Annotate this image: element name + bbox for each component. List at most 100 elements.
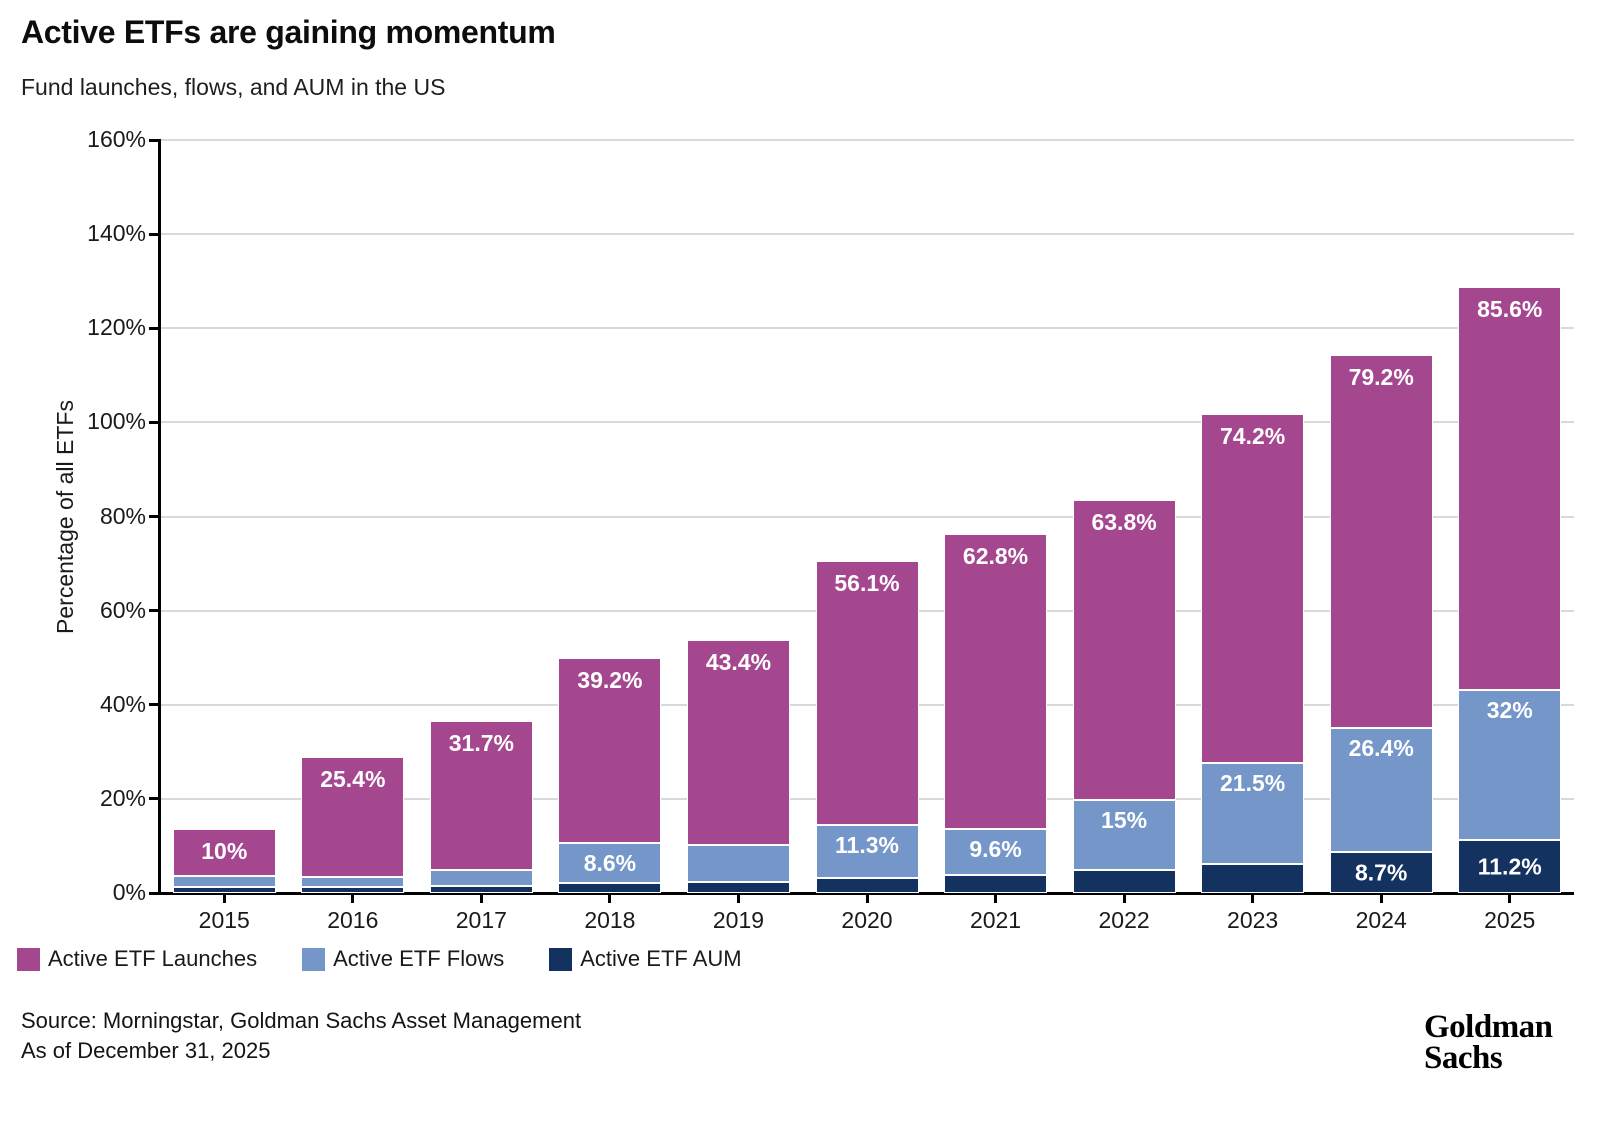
y-axis-tick [149,326,160,330]
source-note: Source: Morningstar, Goldman Sachs Asset… [21,1006,581,1066]
logo-line-2: Sachs [1424,1040,1503,1076]
x-axis-tick [865,894,869,903]
x-tick-label-2024: 2024 [1355,907,1407,933]
y-tick-label: 60% [99,596,146,623]
data-label-flows-2020: 11.3% [835,831,899,858]
y-axis-tick [149,891,160,895]
x-tick-label-2017: 2017 [455,907,507,933]
bar-segment-flows-2015 [172,875,276,888]
data-label-launches-2021: 62.8% [962,542,1029,569]
bar-segment-aum-2015 [172,887,276,893]
data-label-flows-2025: 32% [1486,696,1533,723]
y-axis-tick [149,797,160,801]
bar-segment-flows-2020: 11.3% [815,824,919,878]
data-label-launches-2017: 31.7% [448,730,514,757]
gridline-80% [160,515,1574,518]
bar-segment-aum-2017 [429,885,533,893]
bar-segment-flows-2016 [301,876,405,888]
data-label-aum-2025: 11.2% [1477,853,1542,880]
y-tick-label: 120% [87,314,146,341]
x-axis-tick [608,894,612,903]
bar-segment-aum-2023 [1201,864,1305,893]
y-tick-label: 140% [87,220,146,247]
data-label-launches-2025: 85.6% [1477,295,1543,322]
gridline-100% [160,421,1574,424]
data-label-launches-2018: 39.2% [577,667,643,694]
bar-segment-flows-2019 [686,844,790,883]
x-axis-tick [1379,894,1383,903]
y-tick-label: 80% [99,502,146,529]
data-label-flows-2023: 21.5% [1220,770,1286,797]
gridline-120% [160,327,1574,330]
bar-segment-aum-2016 [301,887,405,893]
x-axis-tick [1251,894,1255,903]
x-axis-tick [994,894,998,903]
bar-segment-launches-2017: 31.7% [429,721,533,871]
x-tick-label-2021: 2021 [969,907,1022,933]
y-axis-tick [149,703,160,707]
legend-label-launches: Active ETF Launches [48,946,258,971]
x-axis-tick [1122,894,1126,903]
y-axis-tick [149,138,160,142]
gridline-160% [160,139,1574,141]
data-label-aum-2024: 8.7% [1354,859,1408,886]
bar-segment-launches-2025: 85.6% [1458,286,1562,690]
legend-swatch-flows [302,947,326,971]
x-axis-tick [736,894,740,903]
y-axis-tick [149,609,160,613]
bar-segment-launches-2022: 63.8% [1072,499,1176,800]
bar-segment-launches-2023: 74.2% [1201,413,1305,764]
x-tick-label-2025: 2025 [1484,907,1536,933]
y-tick-label: 20% [99,784,146,811]
bar-segment-flows-2018: 8.6% [558,842,662,884]
source-line-1: Source: Morningstar, Goldman Sachs Asset… [21,1008,582,1033]
bar-segment-flows-2017 [429,870,533,886]
source-line-2: As of December 31, 2025 [21,1038,271,1063]
legend: Active ETF Launches Active ETF Flows Activ… [17,946,742,972]
bar-segment-launches-2016: 25.4% [301,757,405,877]
bar-segment-flows-2023: 21.5% [1201,763,1305,865]
data-label-flows-2021: 9.6% [969,836,1022,863]
y-tick-label: 160% [87,125,146,152]
data-label-launches-2015: 10% [201,837,248,864]
x-tick-label-2018: 2018 [584,907,636,933]
bar-segment-aum-2022 [1072,870,1176,893]
bar-segment-launches-2021: 62.8% [944,533,1048,830]
logo-line-1: Goldman [1424,1009,1553,1045]
data-label-launches-2022: 63.8% [1091,508,1157,535]
legend-item-launches: Active ETF Launches [17,946,257,972]
legend-swatch-launches [17,947,40,971]
bar-segment-flows-2025: 32% [1458,689,1562,841]
y-axis-tick [149,515,160,518]
data-label-launches-2016: 25.4% [320,766,386,793]
x-axis-tick [479,894,483,903]
x-axis-line [158,892,1574,895]
bar-segment-aum-2024: 8.7% [1329,852,1433,893]
data-label-launches-2020: 56.1% [834,569,900,596]
bar-segment-launches-2020: 56.1% [815,560,919,825]
goldman-sachs-logo: Goldman Sachs [1424,1009,1553,1076]
bar-segment-launches-2024: 79.2% [1329,355,1433,728]
y-axis-tick [149,420,160,424]
y-tick-label: 0% [112,878,146,905]
bar-segment-aum-2021 [944,874,1048,893]
legend-item-flows: Active ETF Flows [302,946,504,972]
y-axis-label: Percentage of all ETFs [52,399,78,634]
bar-segment-launches-2015: 10% [172,828,276,876]
x-tick-label-2022: 2022 [1098,907,1150,933]
bar-segment-flows-2022: 15% [1072,799,1176,871]
bar-segment-flows-2021: 9.6% [944,829,1048,875]
legend-swatch-aum [549,947,573,971]
bar-segment-aum-2018 [558,883,662,893]
data-label-flows-2022: 15% [1101,806,1148,833]
chart-subtitle: Fund launches, flows, and AUM in the US [21,74,446,100]
x-axis-tick [222,894,226,903]
x-tick-label-2023: 2023 [1227,907,1279,933]
y-tick-label: 100% [87,408,146,435]
data-label-flows-2024: 26.4% [1348,734,1414,761]
bar-segment-aum-2020 [815,877,919,893]
legend-item-aum: Active ETF AUM [549,946,742,972]
chart-title: Active ETFs are gaining momentum [21,14,556,50]
